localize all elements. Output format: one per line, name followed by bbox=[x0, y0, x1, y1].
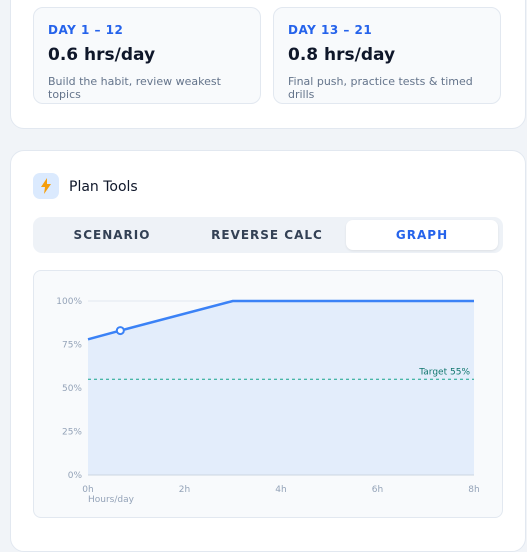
chart: 0% 25% 50% 75% 100% 0h 2h 4h 6h 8h Hours/day Target… bbox=[56, 297, 479, 505]
x-tick-label: 8h bbox=[468, 485, 479, 495]
phase-label: DAY 1 – 12 bbox=[48, 23, 124, 37]
tab[interactable]: GRAPH bbox=[346, 220, 498, 250]
target-label: Target 55% bbox=[418, 367, 470, 377]
x-tick-label: 6h bbox=[372, 485, 383, 495]
tools-title: Plan Tools bbox=[69, 179, 138, 195]
phase-note: Final push, practice tests & timed drill… bbox=[288, 75, 473, 101]
x-tick-label: 2h bbox=[179, 485, 190, 495]
x-axis-label: Hours/day bbox=[88, 495, 135, 505]
y-tick-label: 0% bbox=[68, 471, 83, 481]
tools-card: Plan Tools SCENARIO REVERSE CALC GRAPH 0% 2… bbox=[10, 150, 526, 552]
y-tick-label: 75% bbox=[62, 341, 82, 351]
tab-bar: SCENARIO REVERSE CALC GRAPH bbox=[33, 217, 503, 253]
phase-card: DAY 1 – 12 0.6 hrs/day Build the habit, … bbox=[10, 0, 526, 129]
line bbox=[87, 299, 474, 341]
current-point bbox=[115, 326, 125, 336]
x-tick-label: 4h bbox=[275, 485, 286, 495]
area bbox=[88, 301, 474, 475]
y-tick-label: 50% bbox=[62, 384, 82, 394]
phase-rate: 0.6 hrs/day bbox=[48, 45, 156, 65]
tab[interactable]: SCENARIO bbox=[73, 228, 151, 242]
tab[interactable]: REVERSE CALC bbox=[211, 228, 323, 242]
phase-rate: 0.8 hrs/day bbox=[288, 45, 396, 65]
x-tick-label: 0h bbox=[82, 485, 93, 495]
y-tick-label: 25% bbox=[62, 428, 82, 438]
y-tick-label: 100% bbox=[56, 297, 82, 307]
page: DAY 1 – 12 0.6 hrs/day Build the habit, … bbox=[10, 0, 526, 552]
tools-icon bbox=[33, 173, 59, 199]
phase-box: DAY 1 – 12 0.6 hrs/day Build the habit, … bbox=[33, 7, 261, 104]
phase-box: DAY 13 – 21 0.8 hrs/day Final push, prac… bbox=[273, 7, 501, 104]
phase-label: DAY 13 – 21 bbox=[288, 23, 373, 37]
chart-box: 0% 25% 50% 75% 100% 0h 2h 4h 6h 8h Hours/day Target… bbox=[33, 270, 503, 518]
phase-note: Build the habit, review weakest topics bbox=[48, 75, 221, 101]
bolt bbox=[41, 178, 51, 194]
